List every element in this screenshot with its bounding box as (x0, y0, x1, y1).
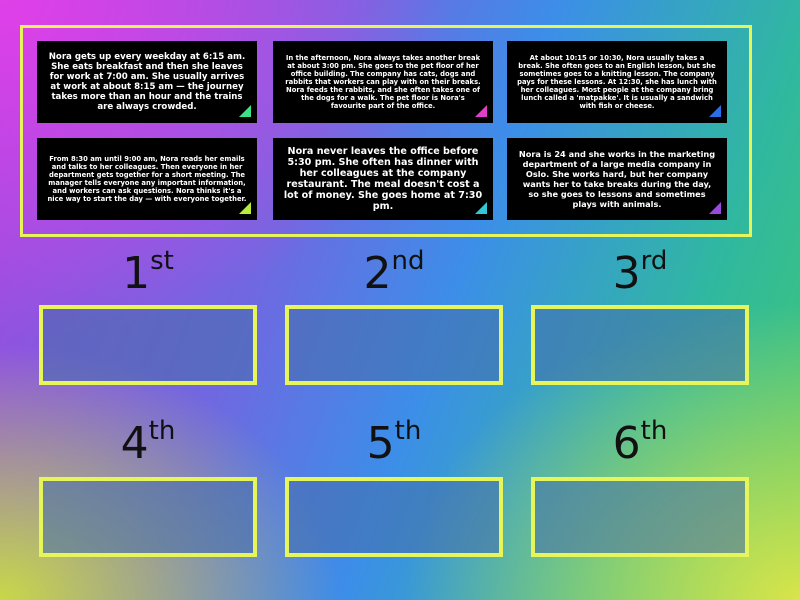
slot-label: 3rd (531, 246, 749, 299)
drop-slot[interactable] (39, 477, 257, 557)
card-text: From 8:30 am until 9:00 am, Nora reads h… (47, 155, 247, 203)
draggable-card[interactable]: At about 10:15 or 10:30, Nora usually ta… (507, 41, 727, 123)
slot-number: 6 (612, 418, 641, 469)
drop-slot[interactable] (531, 477, 749, 557)
slot-suffix: nd (391, 246, 425, 276)
slot-number: 1 (122, 248, 151, 299)
drop-slot[interactable] (285, 305, 503, 385)
slot-label: 6th (531, 416, 749, 469)
slot-label: 4th (39, 416, 257, 469)
slot-number: 3 (612, 248, 641, 299)
slot-suffix: th (640, 416, 668, 446)
drop-slot[interactable] (285, 477, 503, 557)
card-text: Nora gets up every weekday at 6:15 am. S… (48, 52, 246, 112)
card-text: Nora never leaves the office before 5:30… (283, 146, 483, 212)
corner-triangle-icon (239, 105, 251, 117)
corner-triangle-icon (709, 202, 721, 214)
card-text: In the afternoon, Nora always takes anot… (285, 54, 481, 110)
drop-slot[interactable] (531, 305, 749, 385)
draggable-card[interactable]: In the afternoon, Nora always takes anot… (273, 41, 493, 123)
slot-label: 5th (285, 416, 503, 469)
draggable-card[interactable]: Nora never leaves the office before 5:30… (273, 138, 493, 220)
corner-triangle-icon (475, 202, 487, 214)
corner-triangle-icon (475, 105, 487, 117)
slot-suffix: th (148, 416, 176, 446)
slot-suffix: st (150, 246, 174, 276)
slot-suffix: rd (640, 246, 668, 276)
slot-number: 5 (366, 418, 395, 469)
drop-slot[interactable] (39, 305, 257, 385)
draggable-card[interactable]: Nora gets up every weekday at 6:15 am. S… (37, 41, 257, 123)
card-text: Nora is 24 and she works in the marketin… (518, 149, 716, 209)
slot-label: 2nd (285, 246, 503, 299)
card-pool (20, 25, 752, 237)
slot-number: 4 (120, 418, 149, 469)
draggable-card[interactable]: Nora is 24 and she works in the marketin… (507, 138, 727, 220)
slot-label: 1st (39, 246, 257, 299)
slot-number: 2 (363, 248, 392, 299)
corner-triangle-icon (709, 105, 721, 117)
corner-triangle-icon (239, 202, 251, 214)
card-text: At about 10:15 or 10:30, Nora usually ta… (517, 54, 717, 110)
draggable-card[interactable]: From 8:30 am until 9:00 am, Nora reads h… (37, 138, 257, 220)
slot-suffix: th (394, 416, 422, 446)
